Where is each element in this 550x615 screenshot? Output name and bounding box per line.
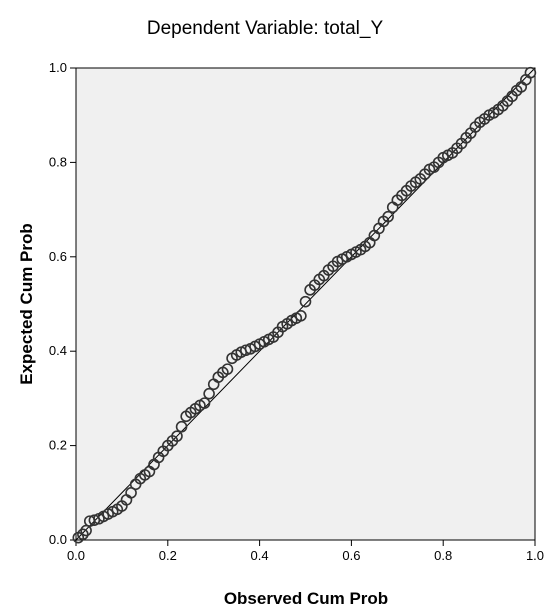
x-tick-label: 0.4 (251, 548, 269, 563)
chart-title: Dependent Variable: total_Y (147, 18, 384, 39)
data-point (198, 397, 211, 409)
data-point (77, 528, 89, 541)
data-point (299, 295, 312, 308)
x-axis: 0.0 0.2 0.4 0.6 0.8 1.0 (67, 540, 544, 563)
y-tick-label: 0.4 (49, 343, 67, 358)
x-tick-label: 1.0 (526, 548, 544, 563)
data-point (382, 210, 394, 223)
data-point (203, 387, 215, 400)
data-point (221, 363, 234, 375)
data-point (524, 66, 537, 79)
y-tick-label: 1.0 (49, 60, 67, 75)
y-tick-label: 0.8 (49, 154, 67, 169)
x-tick-label: 0.0 (67, 548, 85, 563)
x-tick-label: 0.8 (434, 548, 452, 563)
y-axis: 0.0 0.2 0.4 0.6 0.8 1.0 (49, 60, 76, 547)
data-point (171, 430, 183, 442)
data-point (175, 420, 188, 433)
y-tick-label: 0.0 (49, 532, 67, 547)
x-axis-title: Observed Cum Prob (224, 589, 388, 608)
data-point (295, 309, 307, 322)
data-points (72, 66, 537, 544)
y-axis-title: Expected Cum Prob (17, 223, 36, 385)
y-tick-label: 0.6 (49, 249, 67, 264)
y-tick-label: 0.2 (49, 438, 67, 453)
x-tick-label: 0.2 (159, 548, 177, 563)
x-tick-label: 0.6 (342, 548, 360, 563)
